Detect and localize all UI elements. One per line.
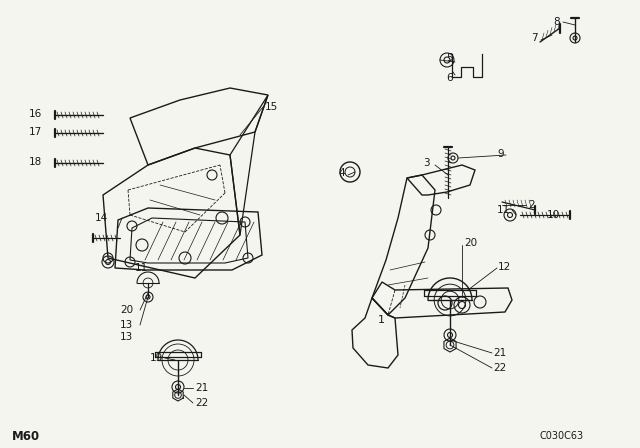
Text: 15: 15 (265, 102, 278, 112)
Text: 4: 4 (339, 168, 345, 178)
Text: M60: M60 (12, 430, 40, 443)
Text: C030C63: C030C63 (540, 431, 584, 441)
Text: 9: 9 (497, 149, 504, 159)
Text: 14: 14 (95, 213, 108, 223)
Text: 1: 1 (378, 315, 385, 325)
Text: 19: 19 (150, 353, 163, 363)
Text: 10: 10 (547, 210, 560, 220)
Text: 13: 13 (120, 332, 133, 342)
Text: 6: 6 (446, 73, 453, 83)
Text: 7: 7 (531, 33, 538, 43)
Text: 11: 11 (497, 205, 510, 215)
Text: 21: 21 (493, 348, 506, 358)
Text: 20: 20 (464, 238, 477, 248)
Text: 5: 5 (446, 53, 453, 63)
Text: 16: 16 (29, 109, 42, 119)
Text: 11: 11 (135, 263, 148, 273)
Text: 22: 22 (493, 363, 506, 373)
Text: 8: 8 (554, 17, 560, 27)
Text: 2: 2 (528, 200, 534, 210)
Text: 22: 22 (195, 398, 208, 408)
Text: 21: 21 (195, 383, 208, 393)
Text: 12: 12 (498, 262, 511, 272)
Text: 18: 18 (29, 157, 42, 167)
Text: 17: 17 (29, 127, 42, 137)
Text: 13: 13 (120, 320, 133, 330)
Text: 20: 20 (120, 305, 133, 315)
Text: 3: 3 (424, 158, 430, 168)
